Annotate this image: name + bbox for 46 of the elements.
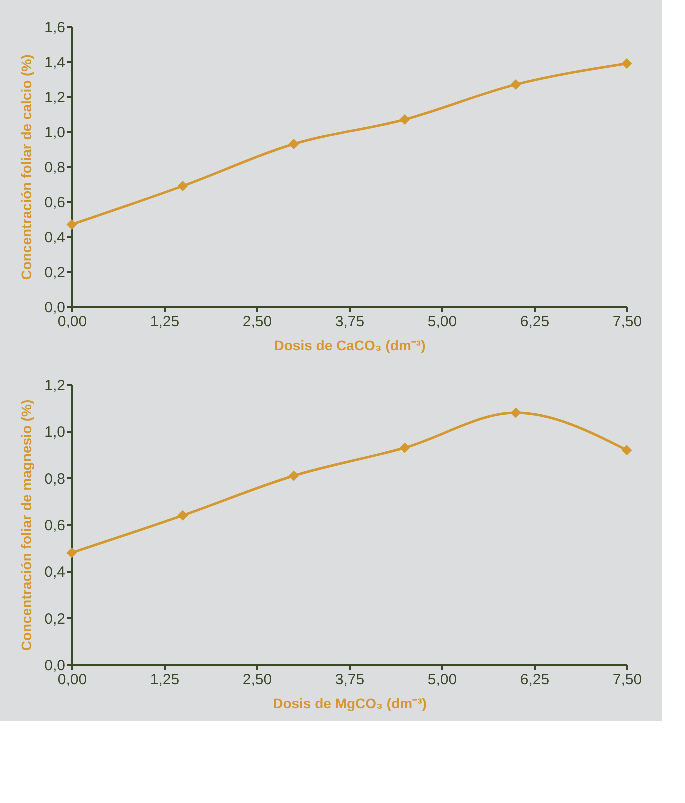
x-tick-label: 6,25 (520, 314, 550, 330)
point (178, 181, 188, 192)
y-tick-label: 0,6 (44, 518, 66, 534)
x-tick-label: 2,50 (242, 314, 272, 330)
x-tick-label: 2,50 (242, 672, 272, 688)
y-tick-label: 0,2 (44, 264, 66, 282)
y-tick-label: 0,4 (44, 230, 66, 246)
point (66, 220, 78, 230)
x-axis-title: Dosis de MgCO₃ (dm⁻³) (273, 696, 427, 712)
point (400, 442, 410, 454)
x-axis-title: Dosis de CaCO₃ (dm⁻³) (274, 338, 426, 354)
x-tick-label: 5,00 (428, 314, 458, 330)
point (66, 548, 78, 558)
x-tick-label: 7,50 (612, 672, 642, 688)
x-tick-label: 0,00 (58, 314, 88, 330)
y-tick-label: 0,4 (44, 564, 66, 582)
x-tick-label: 6,25 (520, 672, 550, 688)
y-tick-label: 1,0 (44, 124, 66, 142)
x-tick-label: 5,00 (428, 672, 458, 688)
y-axis-title: Concentración foliar de magnesio (%) (18, 400, 35, 652)
point (622, 58, 632, 69)
x-tick-label: 7,50 (612, 314, 642, 330)
x-tick-label: 3,75 (335, 672, 365, 688)
x-tick-label: 1,25 (150, 314, 180, 330)
y-tick-label: 1,6 (44, 20, 66, 36)
point (400, 114, 410, 125)
y-tick-label: 1,4 (44, 54, 66, 72)
y-axis-title: Concentración foliar de calcio (%) (18, 54, 35, 280)
x-tick-label: 1,25 (150, 672, 180, 688)
y-tick-label: 0,2 (44, 610, 66, 628)
y-tick-label: 1,2 (44, 90, 66, 106)
point (622, 445, 632, 456)
y-tick-label: 1,2 (44, 378, 66, 394)
y-tick-label: 1,0 (44, 424, 66, 442)
point (288, 139, 300, 150)
point (510, 80, 522, 90)
y-tick-label: 0,8 (44, 160, 66, 176)
y-tick-label: 0,6 (44, 194, 66, 212)
point (288, 470, 300, 482)
y-tick-label: 0,8 (44, 470, 66, 488)
x-tick-label: 3,75 (335, 314, 365, 330)
point (178, 510, 188, 521)
point (510, 408, 522, 418)
y-tick-label: 0,0 (44, 658, 66, 674)
y-tick-label: 0,0 (44, 300, 66, 316)
x-tick-label: 0,00 (58, 672, 88, 688)
